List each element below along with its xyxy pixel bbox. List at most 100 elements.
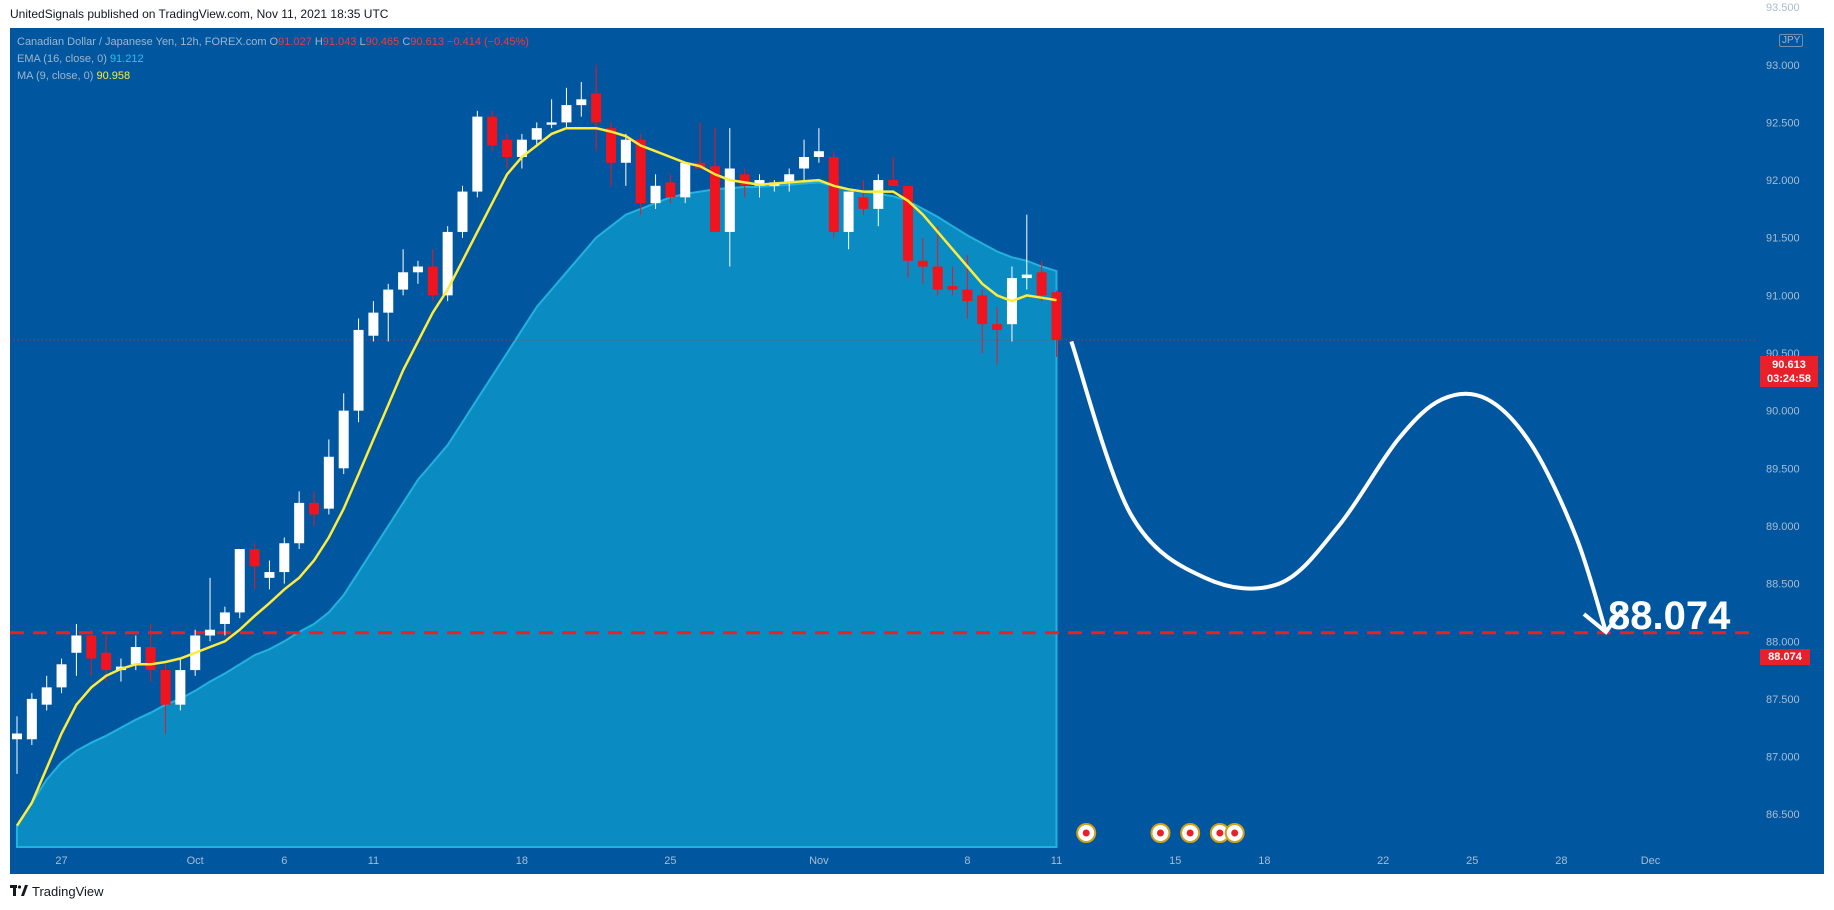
candle-bear xyxy=(502,139,513,157)
candle-bull xyxy=(383,289,394,313)
x-tick-label: 11 xyxy=(368,855,379,867)
close-label: C xyxy=(402,36,411,48)
candle-bull xyxy=(205,629,216,636)
candle-bull xyxy=(516,139,527,157)
x-tick-label: 22 xyxy=(1377,855,1389,867)
y-tick-label: 89.000 xyxy=(1766,521,1800,533)
candle-bear xyxy=(309,502,319,515)
x-tick-label: 8 xyxy=(964,855,970,867)
y-tick-label: 88.000 xyxy=(1766,636,1800,648)
x-tick-label: Nov xyxy=(809,855,829,867)
y-tick-label: 89.500 xyxy=(1766,463,1800,475)
candle-bear xyxy=(992,324,1003,330)
y-tick-label: 87.500 xyxy=(1766,694,1800,706)
candle-bull xyxy=(130,647,141,665)
forecast-curve xyxy=(1069,340,1608,633)
candle-bear xyxy=(160,670,171,705)
legend-ma-row[interactable]: MA (9, close, 0) 90.958 xyxy=(17,68,529,85)
candle-bull xyxy=(457,191,468,232)
legend-symbol-row: Canadian Dollar / Japanese Yen, 12h, FOR… xyxy=(17,34,529,51)
candle-bull xyxy=(873,180,884,209)
candle-bull xyxy=(472,116,483,192)
x-tick-label: 6 xyxy=(281,855,287,867)
candle-bear xyxy=(739,174,750,186)
close-value: 90.613 xyxy=(410,36,444,48)
candle-bull xyxy=(26,698,37,740)
symbol-name[interactable]: Canadian Dollar / Japanese Yen, 12h, FOR… xyxy=(17,36,267,48)
candle-bear xyxy=(101,652,112,671)
bar-countdown: 03:24:58 xyxy=(1766,373,1812,385)
candle-bull xyxy=(680,162,691,198)
ema-label: EMA (16, close, 0) xyxy=(17,53,107,65)
chart-legend: Canadian Dollar / Japanese Yen, 12h, FOR… xyxy=(17,34,529,85)
x-tick-label: 25 xyxy=(664,855,676,867)
candle-bear xyxy=(487,116,498,146)
currency-badge[interactable]: JPY xyxy=(1779,34,1804,47)
candle-bull xyxy=(12,733,22,740)
candle-bull xyxy=(650,185,661,204)
candle-bull xyxy=(724,168,735,232)
open-label: O xyxy=(269,36,279,48)
current-price-value: 90.613 xyxy=(1772,359,1806,371)
x-tick-label: 18 xyxy=(516,855,528,867)
event-flag-icon xyxy=(1216,829,1224,837)
candle-bull xyxy=(56,664,67,688)
y-tick-label: 90.000 xyxy=(1766,406,1800,418)
candle-bear xyxy=(665,182,676,198)
candle-bull xyxy=(234,549,245,613)
tradingview-logo-icon xyxy=(10,885,28,896)
candle-bear xyxy=(917,260,928,267)
candle-bear xyxy=(1036,272,1047,296)
candle-bull xyxy=(219,612,230,624)
target-price-tag: 88.074 xyxy=(1760,649,1810,665)
open-value: 91.027 xyxy=(278,36,312,48)
candle-bull xyxy=(412,266,423,273)
x-tick-label: 25 xyxy=(1466,855,1478,867)
event-flag-icon xyxy=(1186,829,1194,837)
candle-bear xyxy=(858,197,869,209)
high-value: 91.043 xyxy=(322,36,357,48)
y-tick-label: 93.000 xyxy=(1766,60,1800,72)
candle-bull xyxy=(71,635,82,653)
forecast-arrowhead xyxy=(1582,608,1624,635)
y-tick-label: 91.000 xyxy=(1766,290,1800,302)
x-tick-label: 15 xyxy=(1169,855,1181,867)
candle-bull xyxy=(784,174,795,183)
y-tick-label: 93.500 xyxy=(1766,2,1800,14)
time-axis xyxy=(10,847,1757,874)
candle-bull xyxy=(353,329,364,411)
low-label: L xyxy=(359,36,366,48)
low-value: 90.465 xyxy=(365,36,400,48)
candle-bull xyxy=(620,139,631,163)
candle-bear xyxy=(977,295,988,325)
legend-ema-row[interactable]: EMA (16, close, 0) 91.212 xyxy=(17,51,529,68)
candle-bear xyxy=(427,266,438,296)
x-tick-label: 28 xyxy=(1555,855,1567,867)
candle-bear xyxy=(249,549,260,567)
publisher-info: UnitedSignals published on TradingView.c… xyxy=(10,7,389,21)
candle-bull xyxy=(531,128,542,140)
candle-bull xyxy=(1021,274,1032,279)
candle-bear xyxy=(86,635,97,659)
candle-bull xyxy=(323,456,334,509)
candle-bear xyxy=(888,180,899,186)
candle-bull xyxy=(799,156,810,169)
candle-bear xyxy=(962,289,973,302)
y-tick-label: 86.500 xyxy=(1766,809,1800,821)
x-tick-label: Dec xyxy=(1641,855,1661,867)
footer: TradingView xyxy=(10,884,104,899)
y-tick-label: 87.000 xyxy=(1766,752,1800,764)
top-bar: UnitedSignals published on TradingView.c… xyxy=(0,0,1834,28)
candle-bear xyxy=(947,286,958,290)
x-tick-label: 18 xyxy=(1258,855,1270,867)
candle-bull xyxy=(843,191,854,232)
x-tick-label: 27 xyxy=(55,855,67,867)
candle-bear xyxy=(709,166,720,232)
candle-bull xyxy=(546,122,557,125)
candle-bull xyxy=(294,502,305,544)
tradingview-brand: TradingView xyxy=(32,884,104,899)
candle-bear xyxy=(932,266,943,290)
y-tick-label: 88.500 xyxy=(1766,579,1800,591)
candle-bull xyxy=(175,670,186,705)
